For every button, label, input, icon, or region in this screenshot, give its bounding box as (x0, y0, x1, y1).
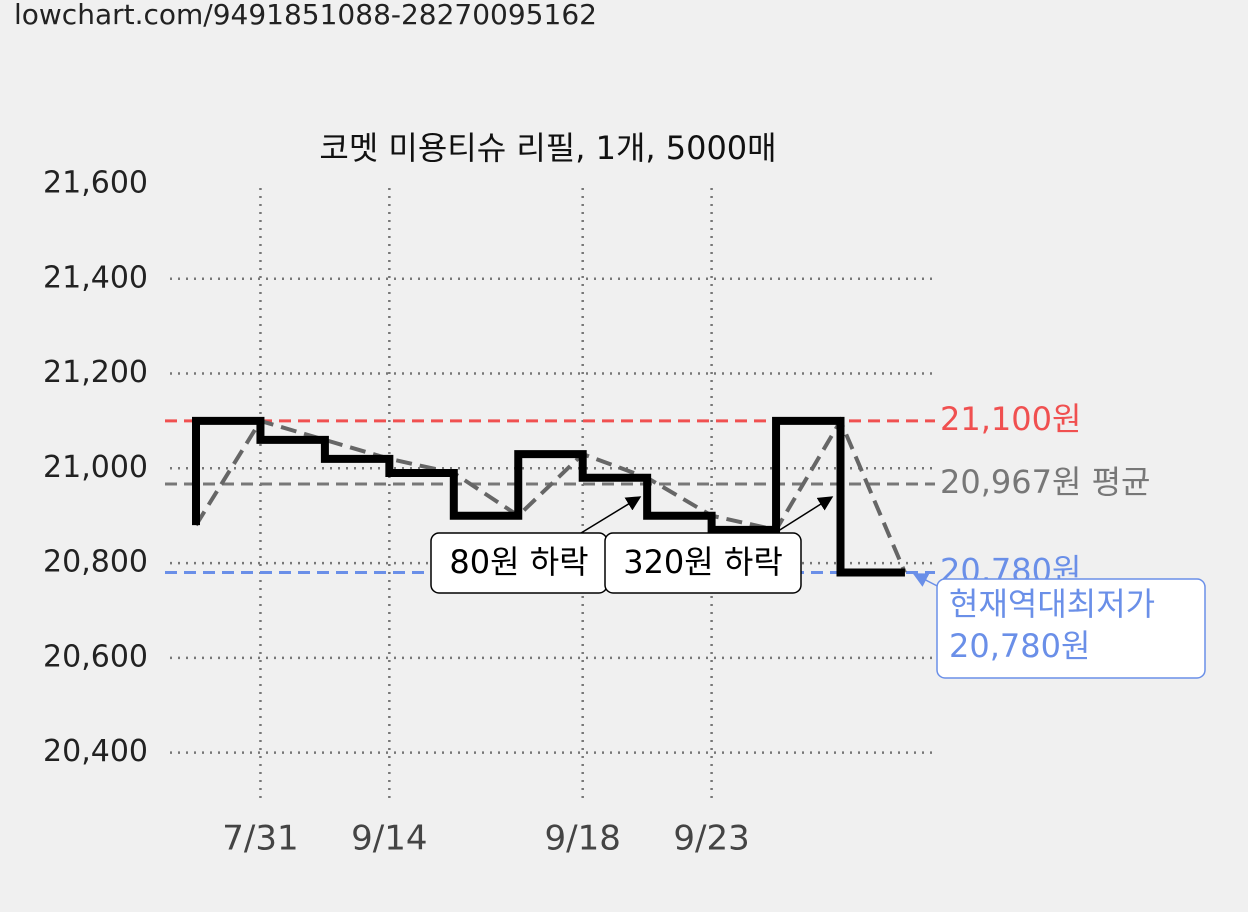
reference-label: 21,100원 (940, 400, 1081, 438)
annotation-arrow (774, 496, 834, 534)
y-tick-label: 21,000 (43, 450, 148, 485)
callout-text: 현재역대최저가 (949, 585, 1155, 623)
url-header: lowchart.com/9491851088-28270095162 (14, 0, 597, 31)
y-tick-label: 20,800 (43, 545, 148, 580)
callout-box (936, 578, 1206, 679)
annotation-text: 320원 하락 (623, 543, 783, 581)
y-tick-label: 21,200 (43, 355, 148, 390)
annotation-text: 80원 하락 (449, 543, 588, 581)
chart-title: 코멧 미용티슈 리필, 1개, 5000매 (319, 129, 776, 167)
x-tick-label: 9/23 (673, 819, 749, 859)
y-tick-label: 21,600 (43, 166, 148, 201)
x-tick-label: 7/31 (222, 819, 298, 859)
x-tick-label: 9/18 (545, 819, 621, 859)
annotation-box (604, 532, 802, 594)
reference-label: 20,967원 평균 (940, 463, 1150, 501)
y-tick-label: 21,400 (43, 260, 148, 295)
price-step-line (192, 416, 905, 577)
annotation-arrow (580, 496, 642, 534)
y-tick-label: 20,400 (43, 734, 148, 769)
y-tick-label: 20,600 (43, 639, 148, 674)
x-tick-label: 9/14 (351, 819, 427, 859)
callout-text: 20,780원 (949, 627, 1090, 665)
